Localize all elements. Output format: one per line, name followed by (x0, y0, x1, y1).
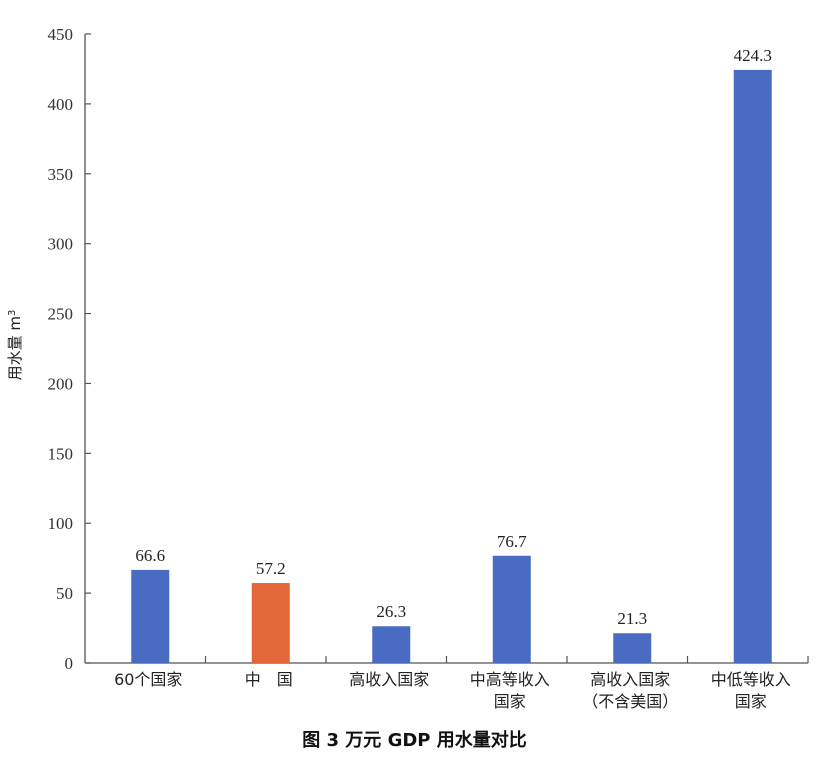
x-category-label: 中高等收入 (470, 670, 550, 689)
bar-value-label: 26.3 (376, 602, 406, 621)
y-tick-label: 0 (65, 654, 74, 673)
y-tick-label: 350 (48, 165, 74, 184)
bar (131, 569, 170, 663)
x-category-label: 国家 (735, 692, 767, 711)
x-category-label: 中 国 (245, 670, 293, 689)
bar (492, 555, 531, 663)
y-tick-label: 200 (48, 374, 74, 393)
bar (251, 583, 290, 663)
x-category-label: （不含美国） (582, 692, 678, 711)
x-category-label: 高收入国家 (349, 670, 429, 689)
x-category-label: 高收入国家 (590, 670, 670, 689)
y-tick-label: 450 (48, 25, 74, 44)
y-tick-label: 50 (56, 584, 73, 603)
bar (733, 69, 772, 663)
figure-caption: 图 3 万元 GDP 用水量对比 (302, 730, 527, 751)
x-category-label: 中低等收入 (711, 670, 791, 689)
bar-value-label: 57.2 (256, 559, 286, 578)
y-tick-label: 250 (48, 305, 74, 324)
y-tick-label: 100 (48, 514, 74, 533)
y-tick-label: 300 (48, 235, 74, 254)
y-tick-label: 150 (48, 444, 74, 463)
y-axis-label: 用水量 m3 (6, 310, 24, 381)
bars: 66.6 57.2 26.3 76.7 21.3 424.3 (131, 46, 772, 663)
bar-value-label: 66.6 (135, 546, 165, 565)
bar-value-label: 76.7 (497, 532, 527, 551)
y-axis: 0 50 100 150 200 250 300 350 400 450 (48, 25, 91, 673)
bar-value-label: 21.3 (617, 609, 647, 628)
y-tick-label: 400 (48, 95, 74, 114)
bar-value-label: 424.3 (734, 46, 772, 65)
bar (613, 633, 652, 663)
x-category-label: 60个国家 (114, 670, 182, 689)
bar (372, 626, 411, 663)
x-category-label: 国家 (494, 692, 526, 711)
